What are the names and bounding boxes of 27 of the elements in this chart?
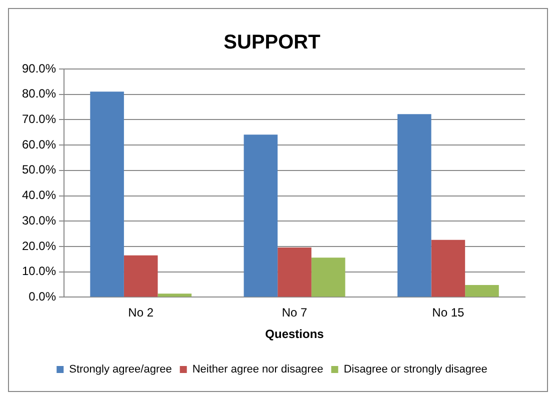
bar: [397, 114, 432, 297]
bar: [431, 240, 466, 297]
bar: [311, 258, 346, 297]
y-tick-label: 90.0%: [22, 61, 56, 76]
x-tick-label: No 2: [128, 306, 154, 320]
y-tick-label: 70.0%: [22, 112, 56, 126]
bar: [465, 285, 499, 297]
legend-label: Disagree or strongly disagree: [344, 364, 488, 376]
y-tick-label: 10.0%: [22, 264, 56, 278]
y-tick-label: 30.0%: [22, 213, 56, 228]
y-tick-label: 50.0%: [22, 162, 56, 177]
bar: [124, 255, 158, 297]
bar: [90, 92, 124, 297]
bar: [244, 134, 278, 297]
legend-label: Neither agree nor disagree: [192, 364, 324, 376]
x-axis-title: Questions: [265, 327, 324, 342]
y-tick-label: 80.0%: [22, 86, 56, 101]
bar: [278, 248, 312, 297]
y-tick-label: 20.0%: [22, 238, 56, 253]
y-tick-label: 40.0%: [22, 188, 56, 202]
x-tick-label: No 15: [432, 306, 465, 320]
legend-label: Strongly agree/agree: [69, 364, 172, 376]
y-tick-label: 0.0%: [28, 290, 56, 304]
bar: [158, 294, 192, 297]
y-tick-label: 60.0%: [22, 137, 56, 152]
x-tick-label: No 7: [282, 306, 308, 320]
chart-title: SUPPORT: [224, 32, 320, 54]
